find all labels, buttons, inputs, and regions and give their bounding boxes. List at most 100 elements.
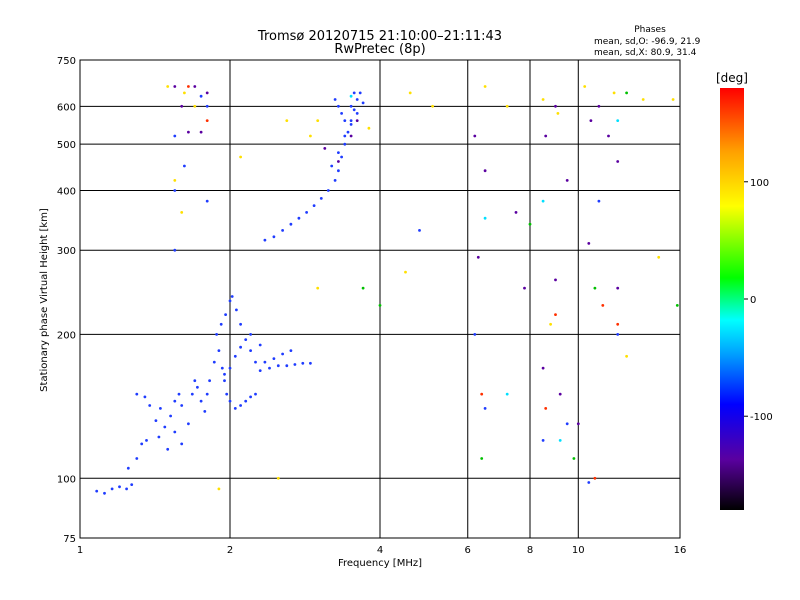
data-point xyxy=(230,295,234,298)
colorbar xyxy=(720,88,744,510)
data-point xyxy=(215,333,219,336)
data-point xyxy=(404,270,407,274)
data-point xyxy=(228,366,232,370)
data-point xyxy=(187,130,190,134)
data-point xyxy=(239,155,243,159)
data-point xyxy=(587,481,591,484)
data-point xyxy=(258,369,262,372)
data-point xyxy=(340,112,343,115)
y-tick-label: 75 xyxy=(63,534,76,545)
data-point xyxy=(110,487,114,491)
data-point xyxy=(130,483,134,486)
data-point xyxy=(576,422,580,426)
data-point xyxy=(233,354,237,358)
y-axis-label: Stationary phase Virtual Height [km] xyxy=(39,208,50,392)
data-point xyxy=(505,392,509,396)
data-point xyxy=(589,119,593,122)
data-point xyxy=(301,361,305,365)
data-point xyxy=(199,130,203,134)
x-tick-label: 1 xyxy=(77,545,83,556)
colorbar-tick-label: 0 xyxy=(750,295,756,306)
data-point xyxy=(180,442,184,446)
data-point xyxy=(480,392,484,396)
data-point xyxy=(343,134,347,138)
data-point xyxy=(352,91,356,95)
colorbar-tick-label: -100 xyxy=(750,412,773,423)
data-point xyxy=(408,91,412,95)
data-point xyxy=(671,98,675,101)
data-point xyxy=(219,322,223,326)
data-point xyxy=(337,169,340,173)
data-point xyxy=(225,392,229,396)
data-point xyxy=(480,457,484,460)
phases-line-x: mean, sd,X: 80.9, 31.4 xyxy=(594,48,697,58)
data-point xyxy=(173,430,177,434)
data-point xyxy=(549,322,552,326)
data-point xyxy=(355,98,359,101)
data-point xyxy=(169,414,173,418)
data-point xyxy=(103,491,106,495)
data-point xyxy=(601,304,605,307)
data-point xyxy=(199,399,203,403)
data-point xyxy=(173,85,177,88)
data-point xyxy=(343,119,347,122)
colorbar-ticks: 100 0 -100 xyxy=(744,178,773,423)
data-point xyxy=(157,435,161,439)
data-point xyxy=(235,308,238,312)
data-point xyxy=(193,379,197,383)
data-point xyxy=(337,104,340,108)
data-point xyxy=(163,425,167,429)
data-point xyxy=(118,485,121,489)
data-point xyxy=(126,466,130,470)
x-tick-label: 10 xyxy=(572,545,585,556)
phases-title: Phases xyxy=(634,25,666,35)
data-point xyxy=(154,419,158,422)
data-point xyxy=(572,457,576,460)
data-point xyxy=(239,345,243,349)
data-point xyxy=(193,85,197,88)
data-point xyxy=(554,278,557,282)
x-axis-ticks: 1 2 4 6 8 10 16 xyxy=(77,545,687,556)
data-point xyxy=(224,313,228,316)
data-point xyxy=(616,119,620,122)
data-point xyxy=(173,134,177,138)
chart-subtitle: RwPretec (8p) xyxy=(334,42,425,57)
data-point xyxy=(625,354,628,358)
data-point xyxy=(616,322,620,326)
y-tick-label: 200 xyxy=(57,330,76,341)
x-tick-label: 2 xyxy=(227,545,233,556)
data-point xyxy=(223,372,226,376)
data-point xyxy=(597,199,601,203)
data-point xyxy=(473,333,477,336)
data-point xyxy=(166,447,170,451)
data-point xyxy=(140,442,144,446)
data-point xyxy=(281,352,284,356)
data-point xyxy=(254,360,257,364)
data-point xyxy=(418,229,421,232)
data-point xyxy=(135,457,139,460)
data-point xyxy=(217,487,221,491)
data-point xyxy=(258,343,262,347)
data-point xyxy=(544,134,548,138)
data-point xyxy=(166,85,170,88)
data-point xyxy=(305,211,308,214)
data-point xyxy=(276,364,280,368)
data-point xyxy=(483,407,487,410)
data-point xyxy=(263,360,267,364)
data-point xyxy=(125,487,128,491)
data-point xyxy=(616,333,620,336)
data-point xyxy=(367,126,371,130)
data-point xyxy=(244,338,248,341)
data-point xyxy=(473,134,477,138)
data-point xyxy=(528,222,532,226)
data-point xyxy=(558,392,562,396)
data-point xyxy=(173,248,177,252)
data-point xyxy=(541,366,545,370)
y-tick-label: 500 xyxy=(57,140,76,151)
data-point xyxy=(309,134,312,138)
data-point xyxy=(349,119,353,122)
data-point xyxy=(593,476,597,480)
data-point xyxy=(593,286,597,290)
